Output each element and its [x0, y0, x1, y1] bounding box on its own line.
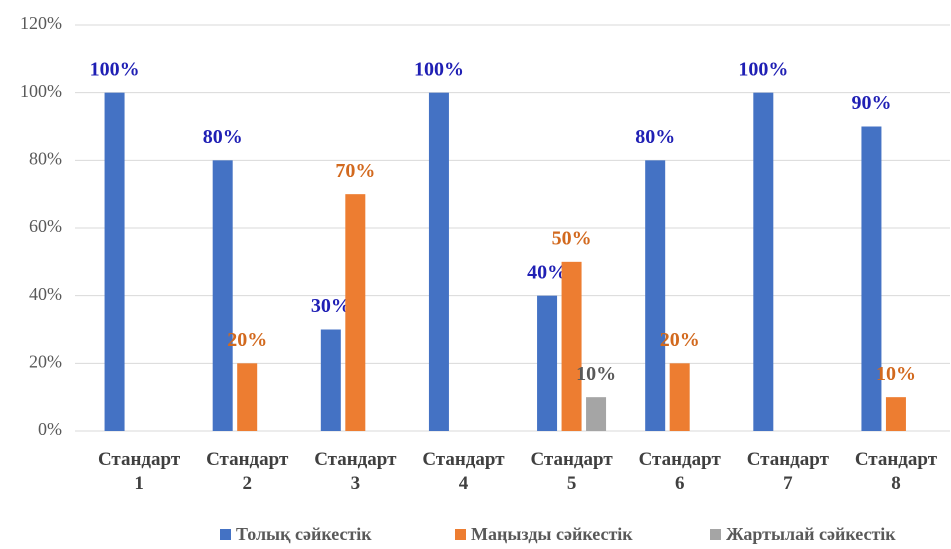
bar: [885, 397, 906, 431]
bar: [669, 363, 690, 431]
legend-label: Толық сәйкестік: [236, 524, 372, 544]
y-tick-label: 0%: [38, 419, 62, 439]
value-label: 100%: [90, 58, 140, 80]
bar: [320, 329, 341, 431]
value-label: 50%: [552, 227, 592, 249]
y-tick-label: 60%: [29, 216, 62, 236]
x-tick-label: Стандарт 2: [206, 449, 289, 494]
value-label: 30%: [311, 295, 351, 317]
legend-swatch: [710, 529, 721, 540]
value-label: 100%: [414, 58, 464, 80]
x-tick-label: Стандарт 5: [530, 449, 613, 494]
bar: [237, 363, 258, 431]
bar: [753, 92, 774, 432]
bar: [861, 126, 882, 431]
bar: [345, 194, 366, 431]
x-tick-label: Стандарт 3: [314, 449, 397, 494]
x-tick-label: Стандарт 4: [422, 449, 505, 494]
value-label: 20%: [227, 329, 267, 351]
y-tick-label: 40%: [29, 284, 62, 304]
x-tick-label: Стандарт 8: [854, 449, 938, 494]
bar: [645, 160, 666, 432]
legend-item: Толық сәйкестік: [220, 524, 372, 545]
y-tick-label: 20%: [29, 351, 62, 371]
legend-item: Жартылай сәйкестік: [710, 524, 896, 545]
bar: [537, 295, 558, 431]
bar: [212, 160, 233, 432]
y-tick-label: 120%: [20, 13, 62, 33]
x-tick-label: Стандарт 7: [746, 449, 829, 494]
value-label: 10%: [876, 363, 916, 385]
legend-label: Жартылай сәйкестік: [726, 524, 896, 544]
value-label: 70%: [335, 160, 375, 182]
value-label: 10%: [576, 363, 616, 385]
legend-swatch: [220, 529, 231, 540]
bar: [104, 92, 125, 432]
bar: [428, 92, 449, 432]
x-tick-label: Стандарт 6: [638, 449, 721, 494]
legend-swatch: [455, 529, 466, 540]
value-label: 100%: [738, 58, 788, 80]
bar: [586, 397, 607, 431]
legend-item: Маңызды сәйкестік: [455, 524, 633, 545]
value-label: 40%: [527, 261, 567, 283]
bar: [561, 261, 582, 431]
value-label: 20%: [660, 329, 700, 351]
legend-label: Маңызды сәйкестік: [471, 524, 633, 544]
value-label: 80%: [635, 126, 675, 148]
value-label: 80%: [203, 126, 243, 148]
y-tick-label: 100%: [20, 81, 62, 101]
x-tick-label: Стандарт 1: [97, 449, 181, 494]
y-tick-label: 80%: [29, 148, 62, 168]
value-label: 90%: [851, 92, 891, 114]
